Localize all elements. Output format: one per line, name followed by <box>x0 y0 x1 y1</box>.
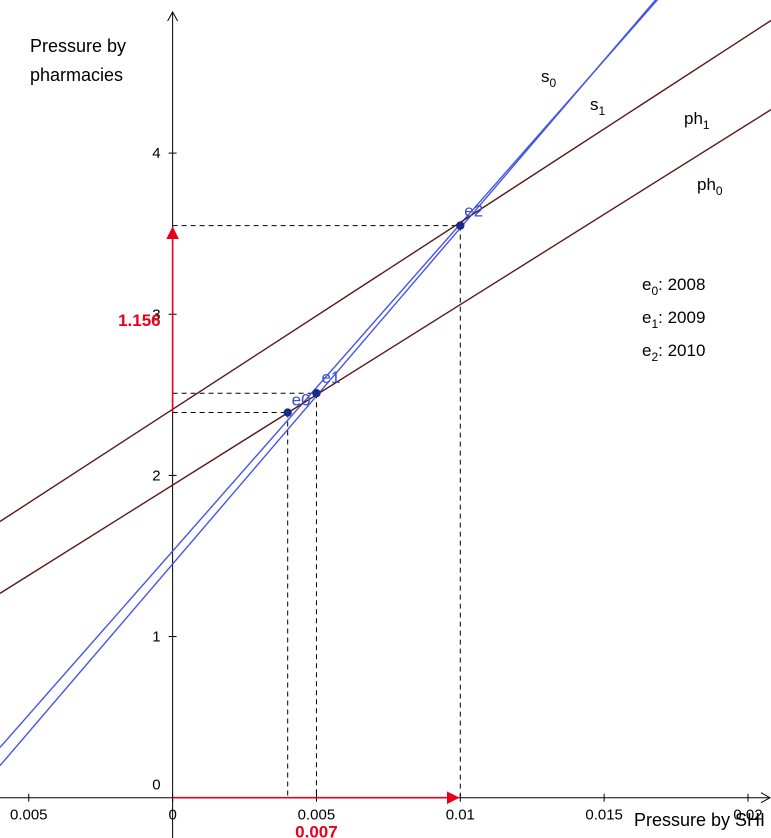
series-line-s1 <box>0 0 771 747</box>
x-tick-label: 0.015 <box>585 807 623 824</box>
series-label-s1: s1 <box>590 95 606 118</box>
point-e1 <box>312 389 320 397</box>
legend-item-e0: e0: 2008 <box>642 275 705 298</box>
delta-x-label: 0.007 <box>295 823 338 838</box>
point-e2 <box>456 221 464 229</box>
series-lines <box>0 0 771 766</box>
point-label-e0: e0 <box>292 391 311 410</box>
y-tick-label: 2 <box>152 467 160 484</box>
y-axis-label: Pressure by <box>30 36 126 56</box>
point-e0 <box>283 408 291 416</box>
series-label-s0: s0 <box>541 67 557 90</box>
labels: Pressure by SHI Pressure by pharmacies s0 s1… <box>30 36 765 830</box>
point-label-e1: e1 <box>321 368 340 387</box>
legend-item-e2: e2: 2010 <box>642 341 705 364</box>
y-tick-label: 0 <box>152 777 160 794</box>
delta-y-label: 1.156 <box>118 311 161 330</box>
point-label-e2: e2 <box>464 202 483 221</box>
legend-item-e1: e1: 2009 <box>642 308 705 331</box>
x-tick-label: 0 <box>168 807 176 824</box>
y-tick-label: 4 <box>152 145 160 162</box>
x-axis-label: Pressure by SHI <box>634 810 765 830</box>
x-tick-label: 0.005 <box>10 807 48 824</box>
y-tick-label: 1 <box>152 629 160 646</box>
series-line-s0 <box>0 0 771 766</box>
x-tick-label: 0.01 <box>446 807 475 824</box>
series-line-ph1 <box>0 20 771 521</box>
series-label-ph1: ph1 <box>684 109 710 132</box>
series-label-ph0: ph0 <box>697 175 723 198</box>
guide-lines <box>173 226 461 798</box>
y-axis-label: pharmacies <box>30 65 123 85</box>
x-tick-label: 0.005 <box>298 807 336 824</box>
